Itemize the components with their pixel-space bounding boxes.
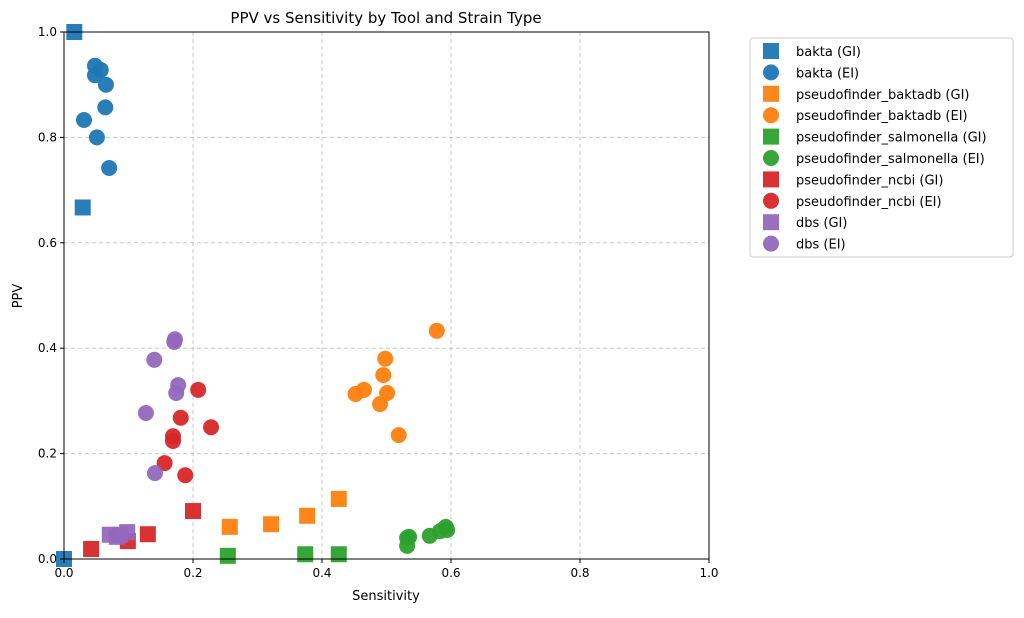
data-point — [299, 507, 316, 524]
legend-marker-circle — [763, 64, 779, 81]
data-point — [146, 351, 163, 368]
data-point — [101, 159, 118, 176]
legend-marker-circle — [763, 192, 779, 209]
grid — [63, 31, 710, 560]
legend-marker-square — [763, 128, 779, 145]
legend-marker-circle — [763, 235, 779, 252]
legend-marker-circle — [763, 107, 779, 124]
legend-marker-square — [763, 85, 779, 102]
data-point — [221, 518, 238, 535]
x-tick-label: 0.4 — [312, 566, 331, 580]
data-point — [428, 322, 445, 339]
data-point — [166, 333, 183, 350]
legend-label: dbs (GI) — [796, 216, 847, 231]
data-point — [219, 547, 236, 564]
data-point — [137, 405, 154, 422]
data-point — [401, 528, 418, 545]
legend-label: pseudofinder_baktadb (EI) — [796, 109, 968, 124]
data-point — [165, 432, 182, 449]
data-point — [330, 546, 347, 563]
x-tick-label: 0.2 — [183, 566, 202, 580]
data-point — [297, 546, 314, 563]
y-axis-label: PPV — [11, 284, 26, 309]
data-point — [375, 367, 392, 384]
legend-label: pseudofinder_ncbi (EI) — [796, 195, 942, 210]
data-point — [86, 67, 103, 84]
legend-marker-square — [763, 171, 779, 188]
data-point — [156, 455, 173, 472]
legend-marker-circle — [763, 150, 779, 166]
x-tick-label: 0.6 — [441, 566, 460, 580]
data-point — [146, 465, 163, 482]
x-tick-label: 0.0 — [54, 566, 73, 580]
y-tick-label: 0.2 — [38, 447, 57, 461]
data-point — [75, 112, 92, 129]
data-points — [56, 24, 456, 567]
legend-label: dbs (EI) — [796, 238, 846, 253]
data-point — [112, 526, 129, 543]
legend-marker-square — [763, 43, 779, 59]
legend: bakta (GI) bakta (EI) pseudofinder_baktadb… — [763, 43, 987, 253]
legend-marker-square — [763, 214, 779, 231]
axis-ticks: 0.0 0.2 0.4 0.6 0.8 1.0 0.0 0.2 0.4 0.6 0.8 1.0 — [38, 25, 719, 580]
data-point — [74, 199, 91, 216]
legend-label: pseudofinder_ncbi (GI) — [796, 173, 943, 188]
chart-title: PPV vs Sensitivity by Tool and Strain Ty… — [230, 9, 541, 27]
legend-label: bakta (EI) — [796, 66, 859, 81]
x-tick-label: 0.8 — [570, 566, 589, 580]
data-point — [88, 129, 105, 146]
legend-label: pseudofinder_salmonella (GI) — [796, 131, 987, 146]
legend-label: bakta (GI) — [796, 45, 861, 60]
data-point — [372, 396, 389, 413]
legend-label: pseudofinder_salmonella (EI) — [796, 152, 985, 167]
y-tick-label: 0.0 — [38, 552, 57, 566]
data-point — [190, 381, 207, 398]
y-tick-label: 0.4 — [38, 341, 57, 355]
legend-box — [749, 37, 1014, 258]
plot-frame — [63, 31, 710, 560]
data-point — [83, 540, 100, 557]
data-point — [347, 386, 364, 403]
data-point — [390, 427, 407, 444]
data-point — [203, 419, 220, 436]
x-axis-label: Sensitivity — [352, 589, 420, 604]
y-tick-label: 0.6 — [38, 236, 57, 250]
data-point — [168, 384, 185, 401]
data-point — [185, 503, 201, 520]
legend-label: pseudofinder_baktadb (GI) — [796, 88, 970, 103]
data-point — [439, 522, 456, 539]
data-point — [377, 350, 394, 367]
y-tick-label: 1.0 — [38, 25, 57, 39]
data-point — [97, 99, 114, 116]
data-point — [177, 467, 194, 484]
y-tick-label: 0.8 — [38, 130, 57, 144]
x-tick-label: 1.0 — [699, 566, 718, 580]
data-point — [172, 409, 189, 426]
data-point — [263, 516, 280, 533]
data-point — [330, 490, 347, 507]
data-point — [97, 76, 114, 93]
data-point — [139, 526, 156, 543]
